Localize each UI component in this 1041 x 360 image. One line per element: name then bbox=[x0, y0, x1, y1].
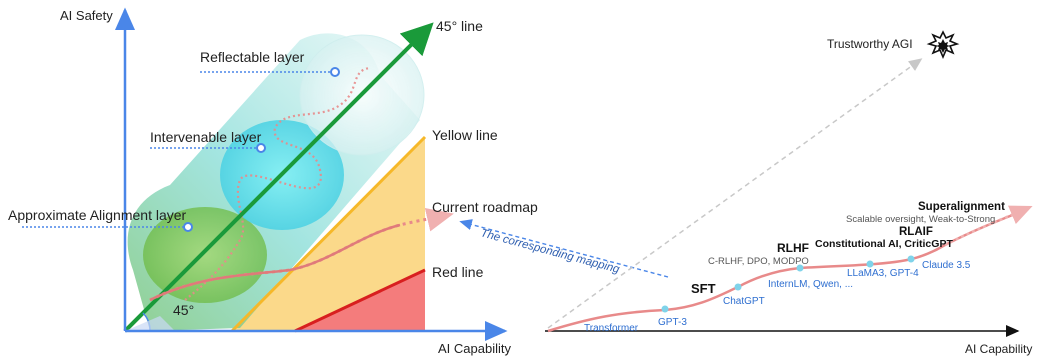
milestone-dot bbox=[796, 264, 804, 272]
milestone-label: Transformer bbox=[584, 323, 639, 334]
stage-title: RLHF bbox=[777, 241, 809, 255]
approximate-alignment-layer-disc bbox=[143, 207, 267, 303]
goal-label: Trustworthy AGI bbox=[827, 37, 913, 51]
milestone-dot bbox=[866, 260, 874, 268]
milestone-label: Claude 3.5 bbox=[922, 260, 971, 271]
callout-dot bbox=[330, 67, 340, 77]
yellow-line-label: Yellow line bbox=[432, 127, 498, 143]
corresponding-mapping: The corresponding mapping bbox=[459, 219, 669, 278]
milestone-label: InternLM, Qwen, ... bbox=[768, 279, 853, 290]
left-y-axis-label: AI Safety bbox=[60, 8, 113, 23]
milestone-label: GPT-3 bbox=[658, 317, 687, 328]
left-diagram: 45° AI Safety AI Capability 45° line Yel… bbox=[8, 7, 538, 356]
mapping-arrow bbox=[459, 219, 669, 278]
trustworthy-agi-path bbox=[547, 58, 923, 329]
line-45 bbox=[123, 22, 434, 333]
cylinder-squiggle bbox=[184, 66, 371, 301]
current-roadmap-label: Current roadmap bbox=[432, 199, 538, 215]
milestone-dot bbox=[661, 305, 669, 313]
callout-dot bbox=[183, 222, 193, 232]
layer-label: Reflectable layer bbox=[200, 49, 305, 65]
stage-subtitle: C-RLHF, DPO, MODPO bbox=[708, 256, 809, 267]
red-line bbox=[294, 268, 426, 333]
right-x-axis-label: AI Capability bbox=[965, 342, 1032, 356]
stage-title: SFT bbox=[691, 281, 716, 296]
red-line-label: Red line bbox=[432, 264, 484, 280]
milestone-dot bbox=[907, 255, 915, 263]
layer-callout-intervenable: Intervenable layer bbox=[150, 129, 266, 153]
stage-title: Constitutional AI, CriticGPT bbox=[815, 238, 953, 250]
left-x-axis-label: AI Capability bbox=[438, 341, 511, 356]
layer-label: Intervenable layer bbox=[150, 129, 262, 145]
layer-callout-reflectable: Reflectable layer bbox=[200, 49, 340, 77]
milestone-label: ChatGPT bbox=[723, 296, 765, 307]
milestone-dot bbox=[734, 283, 742, 291]
angle-label: 45° bbox=[173, 302, 194, 318]
line-45-label: 45° line bbox=[436, 18, 483, 34]
layer-label: Approximate Alignment layer bbox=[8, 207, 187, 223]
callout-dot bbox=[256, 143, 266, 153]
stage-title: RLAIF bbox=[899, 226, 933, 238]
angle-wedge bbox=[125, 316, 175, 331]
stage-title: Superalignment bbox=[918, 201, 1005, 213]
yellow-line bbox=[230, 135, 427, 333]
layer-callout-approximate-alignment: Approximate Alignment layer bbox=[8, 207, 193, 232]
mapping-label: The corresponding mapping bbox=[479, 227, 621, 276]
stage-subtitle: Scalable oversight, Weak-to-Strong bbox=[846, 214, 995, 225]
right-diagram: AI Capability Trustworthy AGI Transforme… bbox=[545, 30, 1033, 356]
milestone-label: LLaMA3, GPT-4 bbox=[847, 268, 919, 279]
current-roadmap-curve bbox=[149, 208, 454, 302]
